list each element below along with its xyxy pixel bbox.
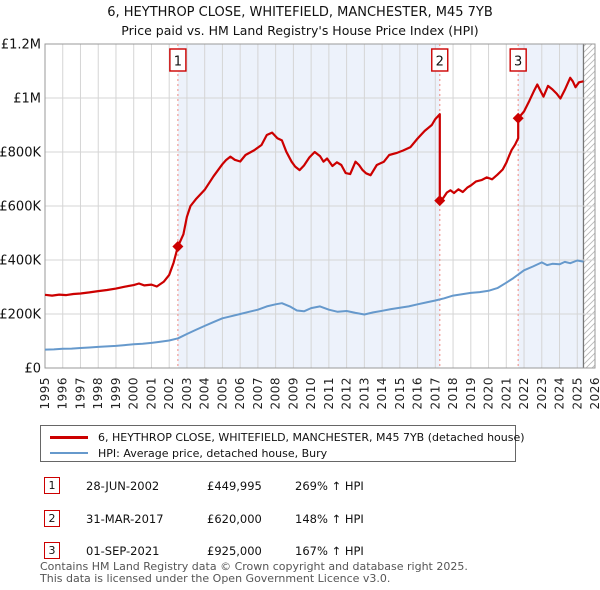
chart-legend: 6, HEYTHROP CLOSE, WHITEFIELD, MANCHESTE… <box>40 425 525 462</box>
license-footer: Contains HM Land Registry data © Crown c… <box>40 561 468 584</box>
legend-item-price-paid: 6, HEYTHROP CLOSE, WHITEFIELD, MANCHESTE… <box>50 429 525 445</box>
svg-text:2023: 2023 <box>535 377 549 410</box>
svg-text:1: 1 <box>174 55 182 70</box>
svg-text:2018: 2018 <box>446 377 460 410</box>
sale-number-badge-3: 3 <box>44 542 60 559</box>
svg-text:2005: 2005 <box>215 377 229 410</box>
svg-text:2017: 2017 <box>428 377 442 410</box>
svg-text:2021: 2021 <box>499 377 513 410</box>
sale-hpi-change-2: 148% ↑ HPI <box>295 511 364 526</box>
footer-line-1: Contains HM Land Registry data © Crown c… <box>40 560 468 573</box>
svg-text:2014: 2014 <box>375 377 389 410</box>
svg-text:2016: 2016 <box>411 377 425 410</box>
svg-text:1998: 1998 <box>91 377 105 410</box>
svg-text:£200K: £200K <box>0 308 41 323</box>
sale-price-2: £620,000 <box>207 511 262 526</box>
chart-header: 6, HEYTHROP CLOSE, WHITEFIELD, MANCHESTE… <box>0 5 600 39</box>
svg-text:2010: 2010 <box>304 377 318 410</box>
svg-text:2013: 2013 <box>357 377 371 410</box>
svg-text:2007: 2007 <box>251 377 265 410</box>
svg-text:2025: 2025 <box>570 377 584 410</box>
sale-row-3: 3 01-SEP-2021 £925,000 167% ↑ HPI <box>44 542 564 577</box>
sale-row-2: 2 31-MAR-2017 £620,000 148% ↑ HPI <box>44 509 564 545</box>
sale-date-2: 31-MAR-2017 <box>86 511 164 526</box>
svg-text:2026: 2026 <box>588 377 600 410</box>
svg-text:1999: 1999 <box>109 377 123 410</box>
svg-text:2000: 2000 <box>127 377 141 410</box>
svg-text:2015: 2015 <box>393 377 407 410</box>
svg-text:2002: 2002 <box>162 377 176 410</box>
hpi-line-swatch <box>50 452 88 454</box>
legend-label-price-paid: 6, HEYTHROP CLOSE, WHITEFIELD, MANCHESTE… <box>98 430 525 444</box>
price-paid-series-line <box>44 76 584 297</box>
sale-date-1: 28-JUN-2002 <box>86 479 160 493</box>
sale-number-badge-2: 2 <box>44 509 60 527</box>
price-history-chart: 1 2 3 £0 £200K £400K £600K £800K £1M £1.2M 1995 199… <box>0 38 600 410</box>
legend-label-hpi: HPI: Average price, detached house, Bury <box>98 446 328 460</box>
chart-subtitle: Price paid vs. HM Land Registry's House … <box>121 23 479 38</box>
sale-number-badge-1: 1 <box>44 477 60 494</box>
sale-hpi-change-1: 269% ↑ HPI <box>295 479 364 493</box>
svg-text:2012: 2012 <box>340 377 354 410</box>
svg-text:2004: 2004 <box>198 377 212 410</box>
x-axis-labels: 1995 1996 1997 1998 1999 2000 2001 2002 2003 2004… <box>38 377 600 410</box>
svg-text:2019: 2019 <box>464 377 478 410</box>
svg-text:£400K: £400K <box>0 254 41 269</box>
price-paid-line-swatch <box>50 435 88 439</box>
svg-text:£600K: £600K <box>0 200 41 215</box>
svg-text:2024: 2024 <box>553 377 567 410</box>
sales-table: 1 28-JUN-2002 £449,995 269% ↑ HPI 2 31-M… <box>44 477 564 577</box>
chart-title: 6, HEYTHROP CLOSE, WHITEFIELD, MANCHESTE… <box>107 5 493 20</box>
svg-text:3: 3 <box>514 55 522 70</box>
sale-price-1: £449,995 <box>207 479 262 493</box>
svg-text:2020: 2020 <box>482 377 496 410</box>
legend-item-hpi: HPI: Average price, detached house, Bury <box>50 445 515 461</box>
svg-text:£800K: £800K <box>0 146 41 161</box>
sale-row-1: 1 28-JUN-2002 £449,995 269% ↑ HPI <box>44 477 564 512</box>
sale-hpi-change-3: 167% ↑ HPI <box>295 544 364 558</box>
sale-diamond-markers <box>172 112 524 253</box>
sale-number-boxes: 1 2 3 <box>169 48 527 72</box>
svg-text:2011: 2011 <box>322 377 336 410</box>
y-axis-labels: £0 £200K £400K £600K £800K £1M £1.2M <box>0 38 41 377</box>
svg-text:2022: 2022 <box>517 377 531 410</box>
footer-line-2: This data is licensed under the Open Gov… <box>40 571 391 585</box>
sale-price-3: £925,000 <box>207 544 262 558</box>
svg-text:1996: 1996 <box>56 377 70 410</box>
svg-text:2003: 2003 <box>180 377 194 410</box>
svg-text:£0: £0 <box>24 362 41 377</box>
svg-text:1995: 1995 <box>38 377 52 410</box>
svg-text:£1.2M: £1.2M <box>1 38 41 53</box>
svg-text:£1M: £1M <box>13 92 41 107</box>
svg-text:1997: 1997 <box>73 377 87 410</box>
plot-border <box>44 43 596 369</box>
sale-date-3: 01-SEP-2021 <box>86 544 160 558</box>
svg-text:2009: 2009 <box>286 377 300 410</box>
hpi-series-line <box>44 259 584 351</box>
svg-text:2006: 2006 <box>233 377 247 410</box>
svg-text:2001: 2001 <box>144 377 158 410</box>
svg-text:2: 2 <box>436 55 444 70</box>
svg-text:2008: 2008 <box>269 377 283 410</box>
